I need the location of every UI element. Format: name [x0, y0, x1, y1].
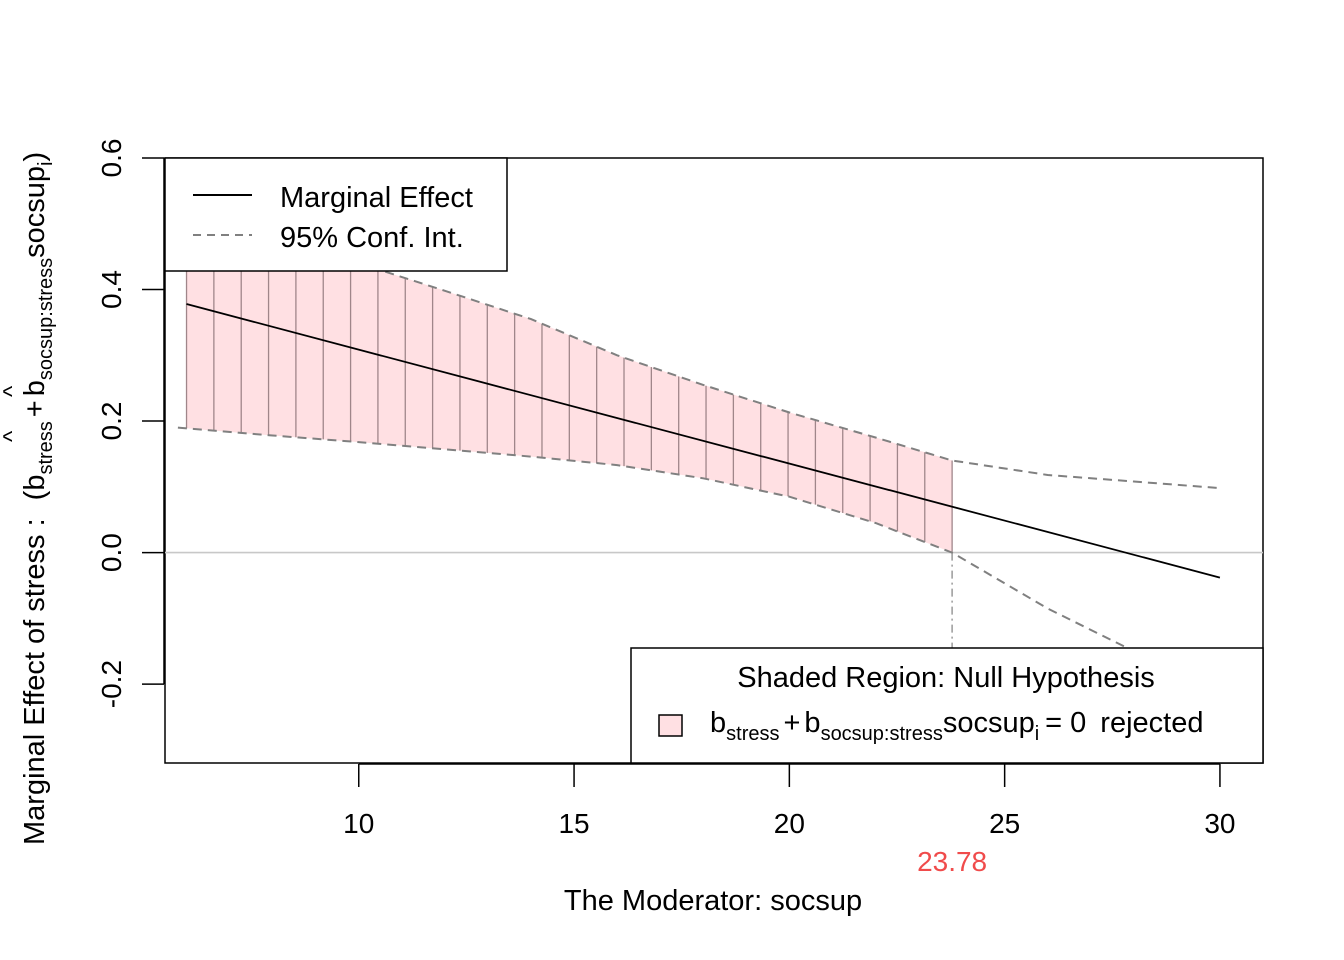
shaded-region	[185, 204, 953, 553]
legend-marginal-effect-label: Marginal Effect	[280, 182, 473, 214]
y-title-hat-2: ^	[0, 385, 26, 397]
legend-conf-int-label: 95% Conf. Int.	[280, 222, 464, 254]
legend-formula-b1: b	[710, 707, 726, 739]
y-tick-label: 0.2	[96, 402, 127, 441]
x-tick-label: 25	[989, 808, 1020, 839]
y-title-sub-i: i	[35, 162, 57, 166]
legend-bottom-box	[630, 647, 1264, 764]
legend-formula-b2: b	[804, 707, 820, 739]
legend-shade-swatch	[658, 714, 683, 737]
x-tick-label: 10	[343, 808, 374, 839]
svg-text:bstress+bsocsup:stresssocsupi=: bstress + bsocsup:stresssocsupi = 0 rejected	[710, 707, 1203, 745]
y-title-main: Marginal Effect of stress :	[19, 518, 51, 845]
y-title-sub-stress: stress	[35, 421, 57, 474]
y-title-b2: b	[19, 380, 51, 396]
legend-formula-eq: = 0	[1045, 707, 1086, 739]
y-tick-label: 0.0	[96, 533, 127, 572]
critical-value-label: 23.78	[917, 846, 987, 877]
svg-text:Marginal Effect of stress :(b: Marginal Effect of stress :(bstress+bsoc…	[19, 152, 57, 845]
y-title-b1: b	[19, 475, 51, 491]
y-tick-label: 0.4	[96, 270, 127, 309]
y-tick-label: 0.6	[96, 139, 127, 178]
legend-formula-plus: +	[783, 707, 800, 739]
y-title-sub-interaction: socsup:stress	[35, 258, 57, 380]
y-axis: -0.2 0.0 0.2 0.4 0.6	[96, 139, 165, 708]
y-tick-label: -0.2	[96, 660, 127, 708]
y-title-hat-1: ^	[0, 430, 26, 442]
legend-top-box	[164, 157, 508, 272]
legend-formula-sub-stress: stress	[726, 723, 779, 745]
y-title-var: socsup	[19, 166, 51, 258]
x-tick-label: 20	[774, 808, 805, 839]
marginal-effect-line	[186, 303, 1221, 579]
legend-formula-sub-i: i	[1035, 723, 1039, 745]
legend-top-left: Marginal Effect 95% Conf. Int.	[164, 157, 508, 272]
legend-formula-var: socsup	[943, 707, 1035, 739]
y-axis-title: Marginal Effect of stress :(bstress+bsoc…	[0, 152, 57, 845]
y-title-plus: +	[19, 400, 51, 417]
x-tick-label: 15	[558, 808, 589, 839]
x-tick-label: 30	[1204, 808, 1235, 839]
legend-bottom-right: Shaded Region: Null Hypothesis bstress + b…	[630, 647, 1264, 764]
x-axis-title: The Moderator: socsup	[564, 885, 862, 917]
legend-bottom-title: Shaded Region: Null Hypothesis	[737, 662, 1155, 694]
legend-formula-rejected: rejected	[1100, 707, 1203, 739]
y-title-open-paren: (	[19, 490, 51, 500]
y-title-close-paren: )	[19, 152, 51, 162]
x-axis: 10 15 20 25 30	[343, 763, 1236, 839]
ci-lower-line	[177, 426, 1221, 695]
legend-formula-sub-interaction: socsup:stress	[821, 723, 943, 745]
